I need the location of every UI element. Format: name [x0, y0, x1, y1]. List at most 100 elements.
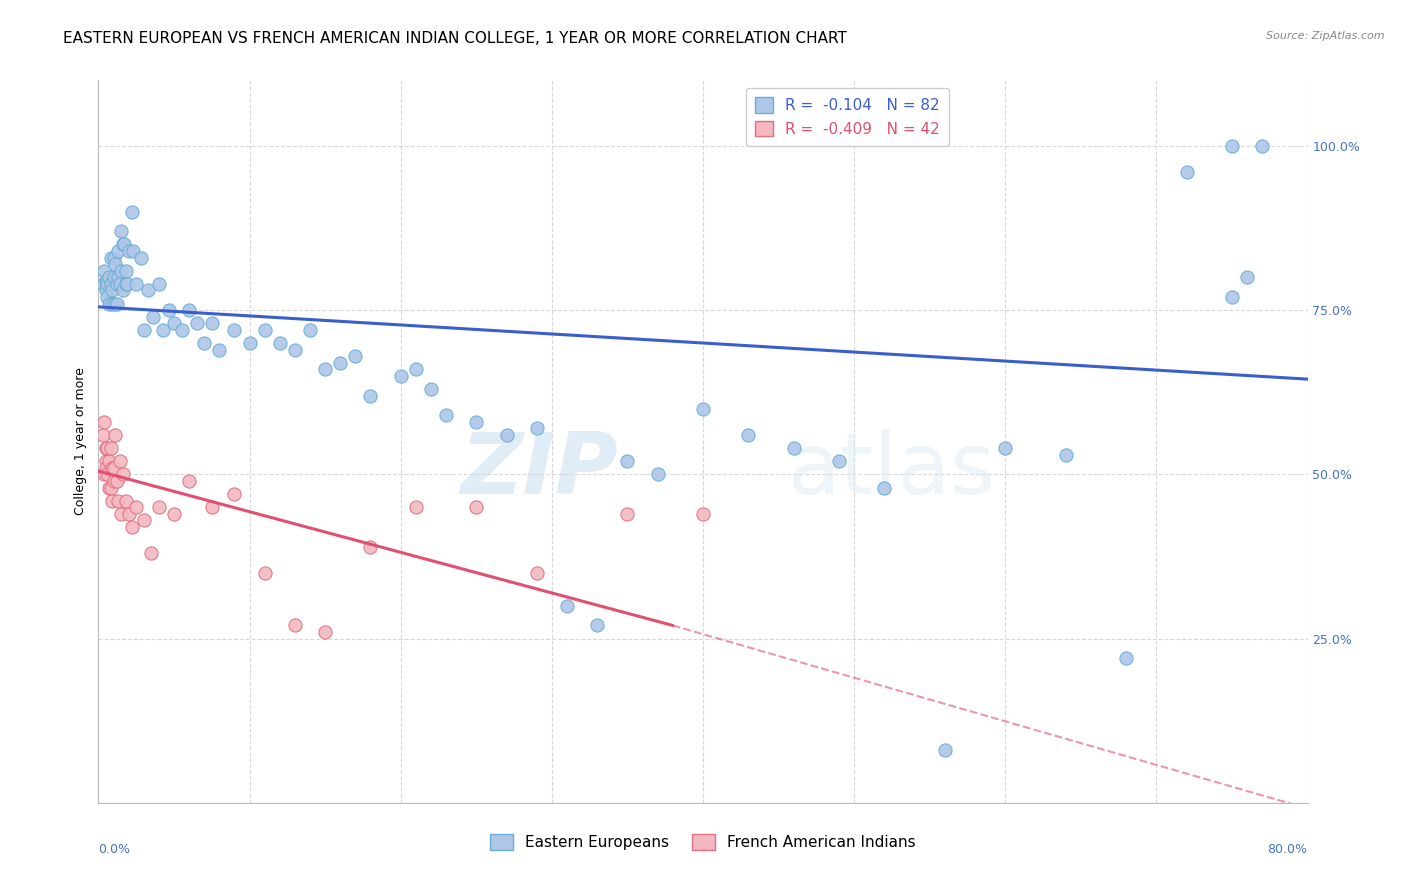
Text: EASTERN EUROPEAN VS FRENCH AMERICAN INDIAN COLLEGE, 1 YEAR OR MORE CORRELATION C: EASTERN EUROPEAN VS FRENCH AMERICAN INDI… — [63, 31, 848, 46]
Point — [103, 474, 125, 488]
Point — [100, 251, 122, 265]
Point — [96, 277, 118, 291]
Point — [114, 277, 136, 291]
Point — [101, 284, 124, 298]
Point — [142, 310, 165, 324]
Point — [100, 481, 122, 495]
Point — [269, 336, 291, 351]
Point — [284, 618, 307, 632]
Point — [115, 277, 138, 291]
Point — [107, 270, 129, 285]
Point — [101, 460, 124, 475]
Point — [104, 296, 127, 310]
Point — [159, 303, 181, 318]
Point — [103, 251, 125, 265]
Point — [737, 428, 759, 442]
Point — [1220, 139, 1243, 153]
Point — [179, 303, 201, 318]
Point — [148, 500, 170, 515]
Point — [692, 507, 714, 521]
Point — [121, 204, 143, 219]
Point — [314, 362, 336, 376]
Legend: Eastern Europeans, French American Indians: Eastern Europeans, French American India… — [484, 829, 922, 856]
Point — [994, 441, 1017, 455]
Text: 80.0%: 80.0% — [1268, 843, 1308, 855]
Point — [110, 507, 132, 521]
Text: ZIP: ZIP — [461, 429, 619, 512]
Point — [420, 382, 443, 396]
Point — [253, 566, 276, 580]
Point — [103, 460, 125, 475]
Point — [105, 277, 128, 291]
Point — [100, 277, 122, 291]
Point — [103, 270, 125, 285]
Point — [586, 618, 609, 632]
Point — [360, 388, 382, 402]
Point — [647, 467, 669, 482]
Point — [1175, 165, 1198, 179]
Point — [114, 493, 136, 508]
Point — [132, 513, 155, 527]
Point — [118, 244, 141, 258]
Point — [122, 244, 145, 258]
Point — [94, 274, 117, 288]
Point — [329, 356, 352, 370]
Text: Source: ZipAtlas.com: Source: ZipAtlas.com — [1267, 31, 1385, 41]
Point — [129, 251, 152, 265]
Point — [107, 493, 129, 508]
Point — [201, 316, 224, 330]
Point — [193, 336, 215, 351]
Point — [118, 507, 141, 521]
Point — [344, 349, 367, 363]
Point — [94, 460, 117, 475]
Point — [148, 277, 170, 291]
Point — [555, 599, 578, 613]
Point — [110, 264, 132, 278]
Point — [284, 343, 307, 357]
Point — [1054, 448, 1077, 462]
Point — [152, 323, 174, 337]
Point — [495, 428, 517, 442]
Y-axis label: College, 1 year or more: College, 1 year or more — [75, 368, 87, 516]
Point — [179, 474, 201, 488]
Point — [110, 224, 132, 238]
Point — [96, 441, 118, 455]
Point — [1115, 651, 1137, 665]
Point — [934, 743, 956, 757]
Point — [163, 507, 186, 521]
Point — [96, 290, 118, 304]
Point — [108, 454, 131, 468]
Point — [101, 493, 124, 508]
Point — [98, 296, 121, 310]
Point — [239, 336, 262, 351]
Point — [94, 441, 117, 455]
Point — [136, 284, 159, 298]
Point — [93, 467, 115, 482]
Point — [101, 296, 124, 310]
Point — [405, 362, 427, 376]
Point — [111, 284, 134, 298]
Point — [94, 454, 117, 468]
Point — [828, 454, 851, 468]
Point — [314, 625, 336, 640]
Point — [526, 566, 548, 580]
Point — [616, 507, 638, 521]
Point — [125, 500, 148, 515]
Point — [465, 500, 488, 515]
Point — [692, 401, 714, 416]
Point — [186, 316, 208, 330]
Point — [405, 500, 427, 515]
Point — [98, 454, 121, 468]
Point — [163, 316, 186, 330]
Point — [112, 237, 135, 252]
Point — [360, 540, 382, 554]
Point — [104, 428, 127, 442]
Point — [783, 441, 806, 455]
Point — [208, 343, 231, 357]
Point — [104, 257, 127, 271]
Point — [224, 323, 246, 337]
Text: 0.0%: 0.0% — [98, 843, 131, 855]
Point — [465, 415, 488, 429]
Text: atlas: atlas — [787, 429, 995, 512]
Point — [1251, 139, 1274, 153]
